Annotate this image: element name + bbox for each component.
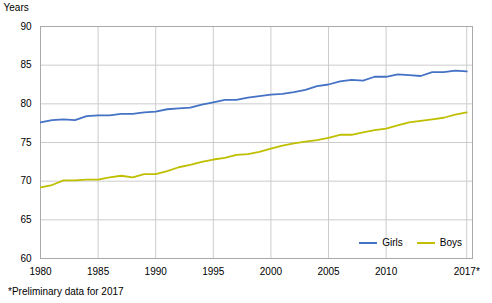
svg-text:2010: 2010 bbox=[375, 266, 398, 277]
svg-text:2005: 2005 bbox=[317, 266, 340, 277]
svg-text:90: 90 bbox=[20, 21, 32, 32]
html-text:Girls: Girls bbox=[382, 237, 403, 248]
svg-text:60: 60 bbox=[20, 253, 32, 264]
html-text:*Preliminary data for 2017: *Preliminary data for 2017 bbox=[8, 286, 124, 297]
svg-text:65: 65 bbox=[20, 214, 32, 225]
svg-text:Years: Years bbox=[4, 2, 29, 13]
svg-text:2000: 2000 bbox=[260, 266, 283, 277]
html-text:Boys: Boys bbox=[439, 237, 462, 248]
svg-text:2017*: 2017* bbox=[454, 266, 480, 277]
svg-text:70: 70 bbox=[20, 175, 32, 186]
svg-text:85: 85 bbox=[20, 59, 32, 70]
svg-text:80: 80 bbox=[20, 98, 32, 109]
svg-text:1985: 1985 bbox=[87, 266, 110, 277]
svg-text:75: 75 bbox=[20, 137, 32, 148]
svg-text:1995: 1995 bbox=[202, 266, 225, 277]
svg-text:1980: 1980 bbox=[29, 266, 52, 277]
svg-text:1990: 1990 bbox=[145, 266, 168, 277]
